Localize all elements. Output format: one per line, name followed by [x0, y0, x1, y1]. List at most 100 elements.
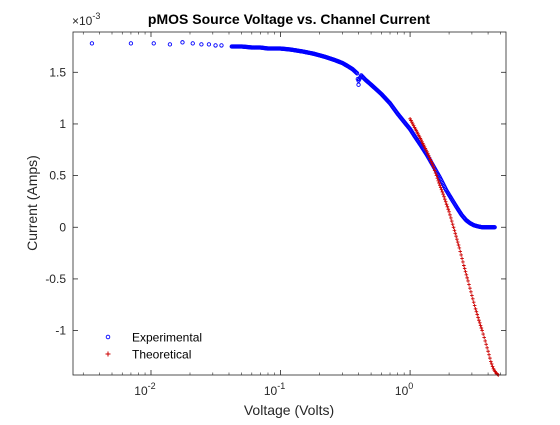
- y-tick-label: 0.5: [49, 169, 66, 183]
- theoretical-point: [462, 263, 466, 268]
- theoretical-point: [488, 356, 492, 360]
- theoretical-point: [462, 266, 467, 271]
- theoretical-point: [457, 246, 462, 250]
- theoretical-point: [470, 293, 474, 298]
- theoretical-point: [425, 150, 429, 154]
- y-tick-label: 1: [59, 117, 66, 131]
- theoretical-point: [472, 303, 477, 308]
- y-tick-label: 1.5: [49, 65, 66, 79]
- experimental-point: [213, 43, 218, 48]
- theoretical-point: [454, 234, 458, 239]
- x-tick-label-base: 10: [264, 384, 278, 398]
- theoretical-point: [452, 228, 457, 233]
- x-tick-label: 100: [395, 381, 413, 398]
- x-tick-label-base: 10: [395, 384, 409, 398]
- theoretical-point: [489, 359, 493, 364]
- theoretical-point: [456, 243, 461, 247]
- plot-area: [73, 32, 506, 375]
- theoretical-point: [437, 181, 441, 185]
- theoretical-point: [448, 213, 452, 217]
- theoretical-point: [431, 166, 436, 170]
- theoretical-point: [477, 318, 481, 323]
- y-tick-label: -0.5: [45, 272, 66, 286]
- experimental-point: [151, 41, 156, 46]
- experimental-point: [356, 82, 361, 87]
- legend-marker-experimental: [105, 334, 111, 340]
- experimental-point: [354, 71, 360, 76]
- theoretical-point: [485, 345, 489, 350]
- theoretical-point: [438, 185, 443, 190]
- plot-box: [72, 31, 507, 376]
- theoretical-point: [453, 231, 458, 236]
- theoretical-point: [483, 339, 487, 343]
- theoretical-point: [458, 249, 463, 254]
- theoretical-point: [484, 342, 488, 347]
- theoretical-point: [429, 159, 434, 164]
- theoretical-point: [463, 269, 468, 274]
- theoretical-point: [479, 326, 484, 330]
- theoretical-point: [444, 202, 449, 207]
- experimental-point: [89, 41, 95, 46]
- theoretical-point: [477, 321, 482, 325]
- experimental-point: [199, 42, 204, 47]
- y-axis-label: Current (Amps): [24, 155, 40, 251]
- theoretical-point: [475, 312, 480, 317]
- theoretical-point: [471, 297, 475, 301]
- theoretical-point: [467, 282, 471, 287]
- theoretical-point: [480, 328, 484, 333]
- theoretical-point: [426, 153, 431, 158]
- legend-label-theoretical: Theoretical: [132, 348, 191, 362]
- x-tick-label: 10-2: [134, 381, 155, 398]
- theoretical-point: [489, 362, 494, 366]
- theoretical-point: [469, 290, 473, 294]
- theoretical-point: [434, 173, 439, 178]
- theoretical-point: [445, 204, 450, 209]
- theoretical-point: [441, 192, 445, 197]
- theoretical-point: [455, 237, 459, 241]
- chart-title: pMOS Source Voltage vs. Channel Current: [148, 11, 430, 27]
- theoretical-point: [442, 194, 446, 199]
- theoretical-point: [430, 161, 434, 166]
- theoretical-point: [466, 279, 470, 283]
- x-tick-label-base: 10: [134, 384, 148, 398]
- experimental-point: [190, 41, 195, 46]
- theoretical-point: [439, 187, 444, 192]
- theoretical-point: [433, 171, 438, 175]
- theoretical-point: [443, 199, 448, 204]
- theoretical-point: [487, 352, 491, 357]
- theoretical-point: [468, 286, 472, 291]
- y-axis-multiplier-base: ×10: [72, 14, 93, 28]
- x-tick-label-exponent: 0: [408, 381, 413, 391]
- legend-label-experimental: Experimental: [132, 331, 202, 345]
- theoretical-point: [431, 163, 435, 168]
- theoretical-point: [451, 225, 456, 230]
- x-axis-label: Voltage (Volts): [244, 402, 334, 418]
- x-tick-label-exponent: -2: [148, 381, 156, 391]
- theoretical-point: [447, 209, 451, 214]
- y-tick-label: -1: [55, 324, 66, 338]
- theoretical-point: [464, 272, 469, 277]
- theoretical-point: [473, 307, 478, 311]
- experimental-point: [492, 225, 497, 230]
- x-tick-label-exponent: -1: [277, 381, 285, 391]
- theoretical-point: [481, 332, 485, 336]
- theoretical-point: [446, 207, 451, 212]
- theoretical-point: [461, 260, 465, 264]
- theoretical-point: [428, 157, 433, 162]
- theoretical-point: [450, 222, 455, 226]
- experimental-point: [354, 70, 359, 75]
- y-axis-multiplier: ×10-3: [72, 11, 100, 28]
- theoretical-point: [449, 216, 453, 220]
- x-tick-label: 10-1: [264, 381, 285, 398]
- theoretical-point: [438, 183, 442, 188]
- theoretical-point: [465, 276, 469, 280]
- theoretical-point: [471, 300, 476, 304]
- theoretical-point: [482, 335, 486, 340]
- theoretical-point: [478, 323, 483, 328]
- theoretical-point: [476, 315, 480, 320]
- experimental-point: [219, 43, 224, 48]
- theoretical-point: [436, 178, 441, 183]
- theoretical-point: [432, 168, 437, 173]
